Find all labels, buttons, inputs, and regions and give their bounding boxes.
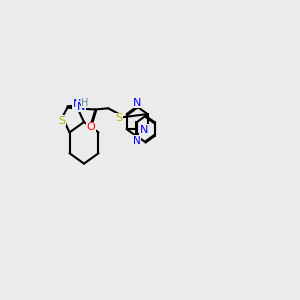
Text: O: O: [86, 122, 95, 132]
Text: N: N: [76, 102, 85, 112]
Text: H: H: [81, 98, 88, 107]
Text: S: S: [116, 113, 123, 123]
Text: S: S: [58, 116, 65, 126]
Text: N: N: [133, 98, 141, 107]
Text: N: N: [73, 99, 81, 110]
Text: N: N: [133, 136, 140, 146]
Text: N: N: [140, 125, 148, 135]
